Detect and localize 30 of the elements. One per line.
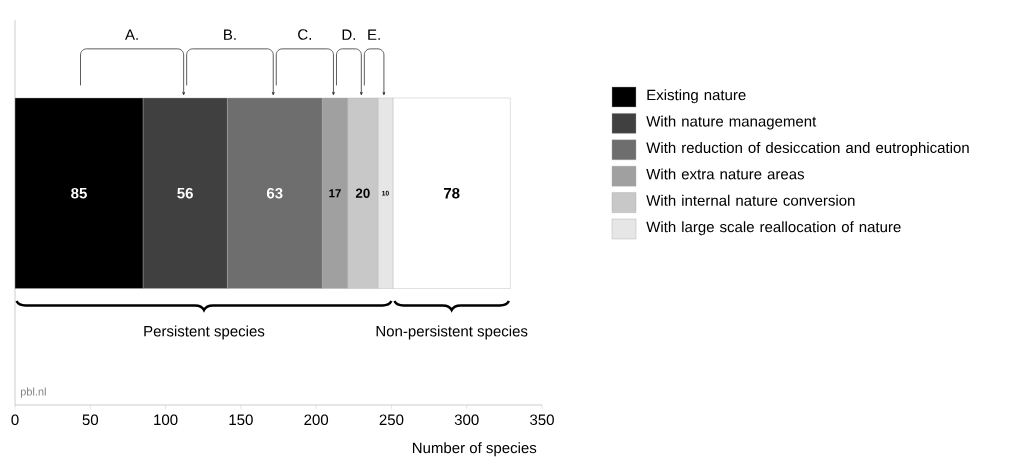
legend-label: With large scale reallocation of nature xyxy=(646,221,901,236)
x-tick-label: 350 xyxy=(530,414,554,426)
data-label: 78 xyxy=(443,187,460,199)
data-label: 56 xyxy=(177,187,193,199)
text: B. xyxy=(224,29,236,40)
x-tick-label: 200 xyxy=(304,414,329,426)
data-label: 85 xyxy=(71,187,87,199)
text: E. xyxy=(368,29,380,40)
x-tick-label: 300 xyxy=(454,414,479,426)
text: Non-persistent species xyxy=(376,325,528,340)
data-label: 17 xyxy=(329,189,341,198)
legend-label: Existing nature xyxy=(647,89,746,104)
data-label: 63 xyxy=(266,187,283,199)
legend-label: With internal nature conversion xyxy=(646,194,855,206)
x-tick-label: 250 xyxy=(379,414,404,426)
x-tick-label: 0 xyxy=(11,414,19,426)
text: Persistent species xyxy=(144,325,265,340)
legend-label: With reduction of desiccation and eutrophication xyxy=(646,142,969,156)
text: C. xyxy=(298,29,311,40)
data-label: 10 xyxy=(382,190,389,196)
x-axis-title: Number of species xyxy=(412,442,537,457)
legend-label: With nature management xyxy=(646,115,817,130)
text: A. xyxy=(125,29,138,40)
x-tick-label: 150 xyxy=(229,414,253,426)
text: D. xyxy=(342,29,356,40)
x-tick-label: 100 xyxy=(154,414,178,426)
data-label: 20 xyxy=(355,188,370,198)
text: pbl.nl xyxy=(20,387,46,398)
x-tick-label: 50 xyxy=(82,414,99,426)
legend-label: With extra nature areas xyxy=(646,168,805,180)
